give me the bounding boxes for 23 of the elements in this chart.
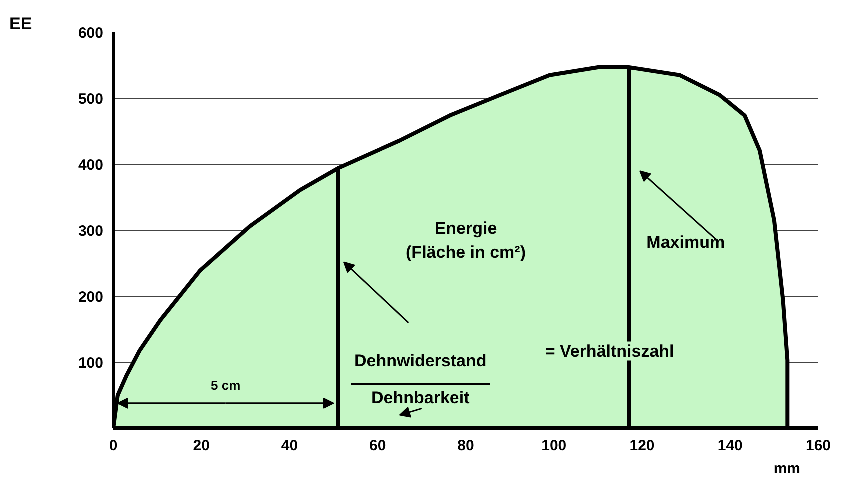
x-tick-label: 140: [718, 438, 743, 454]
y-tick-label: 100: [78, 355, 104, 372]
x-tick-label: 60: [370, 438, 386, 454]
y-tick-label: 300: [78, 223, 104, 240]
y-tick-label: 600: [78, 25, 104, 42]
annotation: 5 cm: [211, 378, 241, 393]
x-tick-label: 40: [281, 438, 298, 454]
x-axis-title: mm: [774, 460, 801, 478]
x-tick-label: 80: [458, 438, 474, 454]
x-tick-label: 100: [542, 438, 567, 454]
annotation: Energie (Fläche in cm²): [406, 218, 526, 262]
y-tick-label: 400: [78, 157, 104, 174]
annotation: Dehnbarkeit: [371, 388, 470, 408]
y-axis-title: EE: [10, 14, 32, 34]
x-tick-label: 120: [630, 438, 655, 454]
annotation: Dehnwiderstand: [354, 352, 487, 371]
x-tick-label: 0: [109, 438, 118, 454]
y-tick-label: 200: [78, 289, 104, 306]
x-tick-label: 160: [806, 438, 832, 454]
annotation: Maximum: [646, 232, 726, 252]
annotation: = Verhältniszahl: [545, 342, 674, 361]
y-tick-label: 500: [78, 91, 104, 108]
x-tick-label: 20: [193, 438, 210, 454]
